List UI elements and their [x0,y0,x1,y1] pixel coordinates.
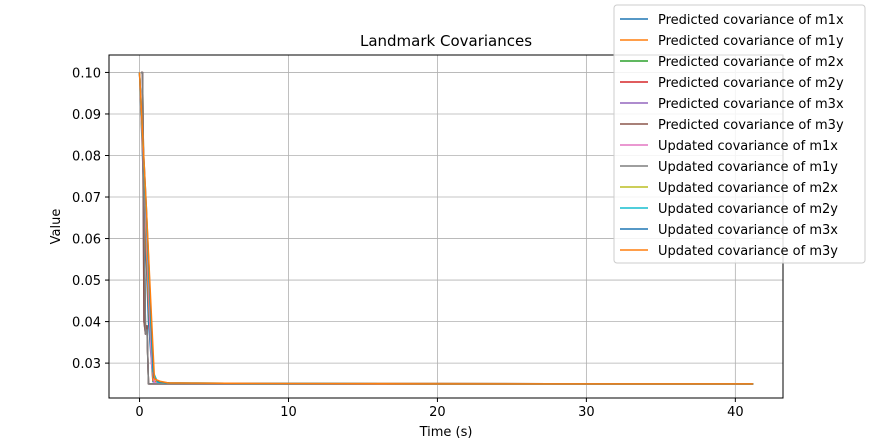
legend-label: Predicted covariance of m2y [658,76,844,91]
legend-label: Updated covariance of m1y [658,160,838,175]
axis-ticks: 0 10 20 30 40 0.03 0.04 0.05 0.06 0.07 0.08 0.09 0.1… [72,66,744,420]
y-axis-label: Value [49,209,64,245]
series-lines [138,71,754,385]
legend-label: Updated covariance of m3x [658,223,838,238]
y-tick-label: 0.05 [72,274,101,289]
y-tick-label: 0.06 [72,233,101,248]
chart-title: Landmark Covariances [360,32,532,50]
y-tick-label: 0.04 [72,316,101,331]
legend-label: Predicted covariance of m2x [658,55,844,70]
x-tick-label: 30 [578,405,595,420]
x-axis-label: Time (s) [419,425,473,440]
x-tick-label: 10 [280,405,297,420]
x-tick-label: 20 [429,405,446,420]
legend: Predicted covariance of m1x Predicted cov… [613,4,866,264]
y-tick-label: 0.08 [72,149,101,164]
y-tick-label: 0.09 [72,108,101,123]
legend-box [613,4,866,264]
legend-label: Predicted covariance of m1y [658,34,844,49]
legend-label: Predicted covariance of m3x [658,97,844,112]
legend-label: Updated covariance of m1x [658,139,838,154]
x-tick-label: 40 [727,405,744,420]
series-line-12 [138,72,754,385]
y-tick-label: 0.10 [72,66,101,81]
legend-label: Predicted covariance of m1x [658,13,844,28]
legend-label: Predicted covariance of m3y [658,118,844,133]
x-tick-label: 0 [135,405,143,420]
legend-label: Updated covariance of m3y [658,244,838,259]
legend-label: Updated covariance of m2x [658,181,838,196]
y-tick-label: 0.07 [72,191,101,206]
legend-label: Updated covariance of m2y [658,202,838,217]
y-tick-label: 0.03 [72,357,101,372]
